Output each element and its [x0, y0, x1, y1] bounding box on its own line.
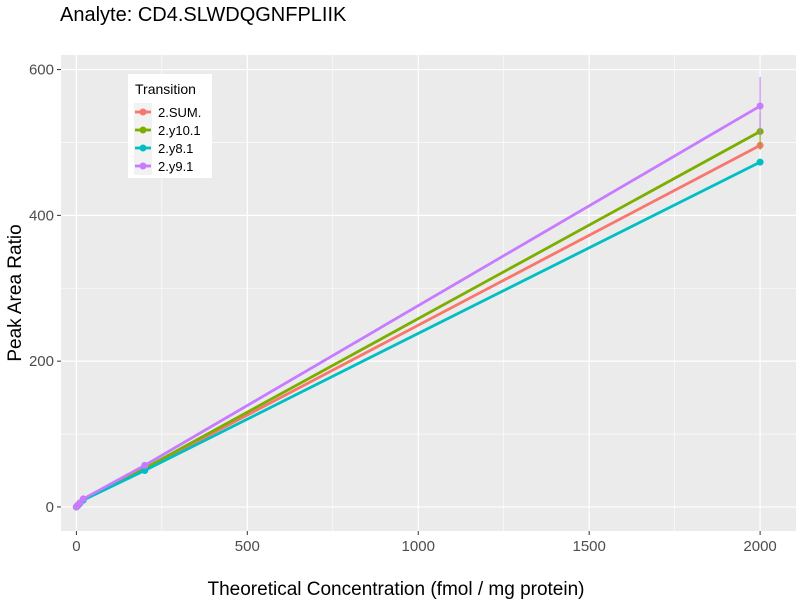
data-point: [141, 466, 149, 474]
chart-title: Analyte: CD4.SLWDQGNFPLIIK: [60, 4, 347, 26]
legend-key-point: [139, 126, 147, 134]
legend-item: 2.y10.1: [134, 121, 201, 139]
y-tick-label: 200: [29, 353, 54, 370]
legend-item: 2.SUM.: [134, 103, 201, 121]
legend-key-point: [139, 144, 147, 152]
y-tick-label: 400: [29, 207, 54, 224]
data-point: [141, 461, 149, 469]
grid-major: [61, 55, 796, 531]
y-tick-label: 0: [46, 499, 54, 516]
data-point: [756, 102, 764, 110]
data-point: [756, 158, 764, 166]
x-tick-label: 2000: [743, 538, 776, 555]
legend-label: 2.y10.1: [158, 123, 201, 138]
legend-key-point: [139, 108, 147, 116]
x-tick-label: 500: [235, 538, 260, 555]
x-tick-label: 0: [72, 538, 80, 555]
x-tick-label: 1000: [402, 538, 435, 555]
series-layer: [72, 76, 764, 511]
legend-items: 2.SUM. 2.y10.1 2.y8.1 2.y9.1: [134, 103, 201, 175]
legend-label: 2.SUM.: [158, 105, 201, 120]
data-point: [79, 495, 87, 503]
legend-label: 2.y8.1: [158, 141, 193, 156]
x-axis-label: Theoretical Concentration (fmol / mg pro…: [208, 579, 585, 600]
x-tick-label: 1500: [572, 538, 605, 555]
legend-label: 2.y9.1: [158, 159, 193, 174]
legend-title: Transition: [135, 81, 196, 97]
y-tick-label: 600: [29, 62, 54, 79]
y-axis: 0 200 400 600: [29, 62, 61, 516]
x-axis: 0 500 1000 1500 2000: [72, 531, 777, 555]
legend-item: 2.y8.1: [134, 139, 193, 157]
legend: Transition 2.SUM. 2.y10.1 2.y8.1 2.y9.1: [128, 74, 212, 178]
legend-item: 2.y9.1: [134, 157, 193, 175]
series-2.y9.1: [72, 76, 764, 511]
y-axis-label: Peak Area Ratio: [5, 224, 26, 361]
legend-key-point: [139, 162, 147, 170]
